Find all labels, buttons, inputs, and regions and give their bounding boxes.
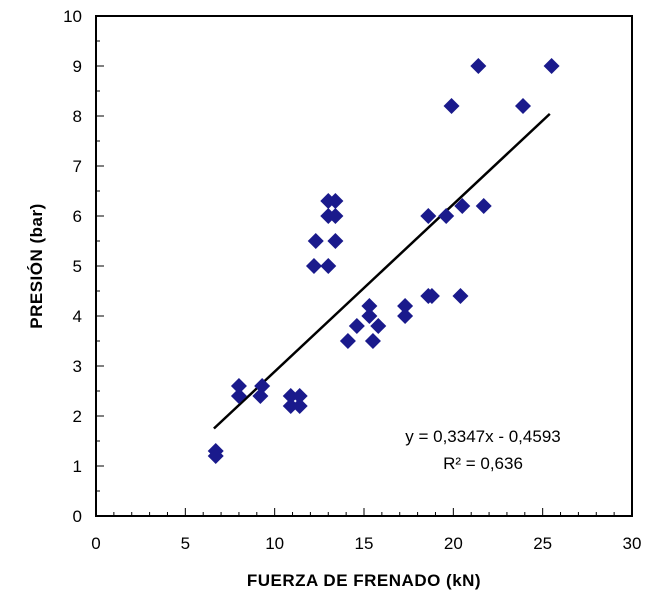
data-point: [370, 318, 387, 334]
data-point: [364, 333, 381, 349]
y-tick-label: 5: [73, 257, 82, 276]
data-point: [452, 288, 469, 304]
trendline-equation: y = 0,3347x - 0,4593: [405, 427, 560, 446]
data-point: [420, 208, 437, 224]
data-point: [397, 308, 414, 324]
data-point: [397, 298, 414, 314]
x-tick-label: 0: [91, 534, 100, 553]
data-point: [327, 233, 344, 249]
plot-area-frame: [95, 15, 633, 517]
x-axis-title: FUERZA DE FRENADO (kN): [247, 571, 481, 590]
data-point: [361, 308, 378, 324]
data-point: [361, 298, 378, 314]
y-axis-title: PRESIÓN (bar): [27, 203, 46, 329]
y-tick-label: 6: [73, 207, 82, 226]
y-tick-label: 8: [73, 107, 82, 126]
y-tick-label: 0: [73, 507, 82, 526]
data-point: [252, 388, 269, 404]
data-point: [291, 398, 308, 414]
x-tick-label: 25: [533, 534, 552, 553]
data-point: [423, 288, 440, 304]
data-points: [207, 58, 560, 464]
data-point: [307, 233, 324, 249]
data-point: [470, 58, 487, 74]
trendline-r-squared: R² = 0,636: [443, 454, 523, 473]
data-point: [254, 378, 271, 394]
y-tick-label: 7: [73, 157, 82, 176]
data-point: [230, 378, 247, 394]
x-tick-label: 30: [623, 534, 642, 553]
x-tick-label: 20: [444, 534, 463, 553]
data-point: [438, 208, 455, 224]
data-point: [348, 318, 365, 334]
x-tick-label: 5: [181, 534, 190, 553]
data-point: [230, 388, 247, 404]
tick-labels: 0 5 10 15 20 25 30 0 1 2 3 4 5 6 7 8 9 10: [63, 7, 641, 553]
data-point: [207, 443, 224, 459]
data-point: [339, 333, 356, 349]
data-point: [327, 208, 344, 224]
x-tick-label: 10: [265, 534, 284, 553]
data-point: [543, 58, 560, 74]
y-tick-label: 10: [63, 7, 82, 26]
y-tick-label: 4: [73, 307, 82, 326]
data-point: [475, 198, 492, 214]
trendline: [213, 112, 551, 430]
data-point: [291, 388, 308, 404]
data-point: [454, 198, 471, 214]
trendline-layer: [213, 112, 551, 430]
data-point: [305, 258, 322, 274]
data-point: [515, 98, 532, 114]
data-point: [327, 193, 344, 209]
y-tick-label: 2: [73, 407, 82, 426]
data-point: [282, 398, 299, 414]
data-point: [443, 98, 460, 114]
y-tick-label: 1: [73, 457, 82, 476]
data-point: [320, 258, 337, 274]
x-tick-label: 15: [355, 534, 374, 553]
data-point: [282, 388, 299, 404]
y-tick-label: 3: [73, 357, 82, 376]
y-tick-label: 9: [73, 57, 82, 76]
